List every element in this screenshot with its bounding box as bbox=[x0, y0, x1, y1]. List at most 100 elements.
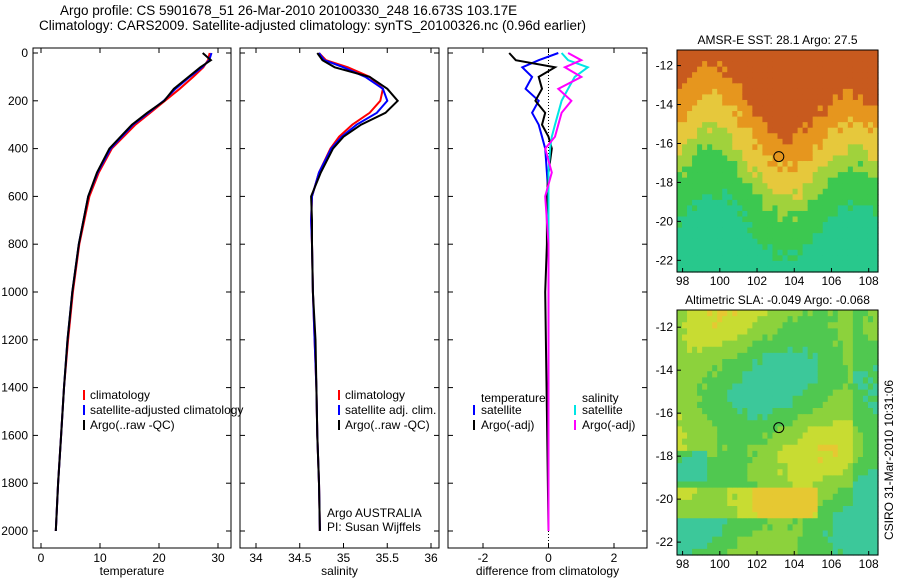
heatmap-cell bbox=[827, 238, 834, 245]
heatmap-cell bbox=[692, 133, 698, 140]
heatmap-cell bbox=[802, 457, 809, 464]
heatmap-cell bbox=[767, 99, 774, 107]
heatmap-cell bbox=[677, 530, 683, 538]
heatmap-cell bbox=[692, 438, 698, 446]
heatmap-cell bbox=[747, 244, 753, 251]
heatmap-cell bbox=[862, 414, 869, 421]
heatmap-cell bbox=[872, 227, 879, 234]
heatmap-cell bbox=[862, 205, 869, 212]
heatmap-cell bbox=[822, 155, 829, 162]
legend-label: satellite bbox=[481, 403, 522, 417]
heatmap-cell bbox=[762, 444, 769, 452]
heatmap-cell bbox=[742, 371, 748, 378]
heatmap-cell bbox=[772, 340, 779, 348]
heatmap-cell bbox=[837, 149, 844, 157]
heatmap-cell bbox=[697, 328, 703, 336]
heatmap-cell bbox=[772, 444, 779, 452]
heatmap-cell bbox=[772, 105, 779, 112]
heatmap-cell bbox=[797, 493, 804, 501]
heatmap-cell bbox=[697, 61, 703, 68]
map-frame bbox=[676, 309, 879, 556]
heatmap-cell bbox=[812, 536, 819, 544]
heatmap-cell bbox=[832, 149, 839, 157]
heatmap-cell bbox=[737, 216, 743, 223]
heatmap-cell bbox=[682, 144, 688, 151]
heatmap-cell bbox=[862, 377, 869, 385]
heatmap-cell bbox=[707, 548, 713, 556]
heatmap-cell bbox=[682, 238, 688, 245]
heatmap-cell bbox=[772, 469, 779, 476]
heatmap-cell bbox=[792, 340, 799, 348]
heatmap-cell bbox=[742, 432, 748, 440]
heatmap-cell bbox=[702, 524, 708, 532]
heatmap-cell bbox=[717, 99, 723, 107]
heatmap-cell bbox=[807, 426, 814, 434]
heatmap-cell bbox=[682, 450, 688, 458]
heatmap-cell bbox=[872, 450, 879, 458]
heatmap-cell bbox=[712, 518, 718, 525]
heatmap-cell bbox=[827, 408, 834, 415]
heatmap-cell bbox=[732, 50, 738, 57]
heatmap-cell bbox=[677, 122, 683, 129]
heatmap-cell bbox=[822, 469, 829, 476]
heatmap-cell bbox=[817, 199, 824, 206]
heatmap-cell bbox=[752, 133, 758, 140]
heatmap-cell bbox=[727, 55, 733, 62]
heatmap-cell bbox=[832, 210, 839, 218]
heatmap-cell bbox=[687, 194, 693, 201]
heatmap-cell bbox=[697, 111, 703, 118]
x-tick-label: 98 bbox=[676, 557, 690, 571]
heatmap-cell bbox=[782, 66, 789, 73]
heatmap-cell bbox=[792, 266, 799, 273]
heatmap-cell bbox=[742, 233, 748, 240]
heatmap-cell bbox=[787, 149, 794, 157]
heatmap-cell bbox=[742, 524, 748, 532]
heatmap-cell bbox=[837, 177, 844, 184]
heatmap-cell bbox=[682, 389, 688, 397]
heatmap-cell bbox=[852, 166, 859, 173]
heatmap-cell bbox=[782, 177, 789, 184]
heatmap-cell bbox=[792, 328, 799, 336]
heatmap-cell bbox=[842, 548, 849, 556]
heatmap-cell bbox=[807, 371, 814, 378]
heatmap-cell bbox=[782, 389, 789, 397]
heatmap-cell bbox=[692, 444, 698, 452]
heatmap-cell bbox=[727, 94, 733, 101]
heatmap-cell bbox=[827, 260, 834, 268]
heatmap-cell bbox=[747, 487, 753, 495]
heatmap-cell bbox=[792, 94, 799, 101]
heatmap-cell bbox=[777, 238, 784, 245]
heatmap-cell bbox=[787, 188, 794, 195]
heatmap-cell bbox=[817, 88, 824, 95]
heatmap-cell bbox=[782, 444, 789, 452]
heatmap-cell bbox=[797, 518, 804, 525]
heatmap-cell bbox=[722, 506, 728, 513]
heatmap-cell bbox=[727, 377, 733, 385]
heatmap-cell bbox=[692, 138, 698, 145]
heatmap-cell bbox=[752, 188, 758, 195]
heatmap-cell bbox=[867, 359, 874, 366]
heatmap-cell bbox=[692, 493, 698, 501]
heatmap-cell bbox=[827, 506, 834, 513]
heatmap-cell bbox=[737, 238, 743, 245]
heatmap-cell bbox=[692, 222, 698, 229]
heatmap-cell bbox=[787, 227, 794, 234]
heatmap-cell bbox=[717, 414, 723, 421]
heatmap-cell bbox=[842, 401, 849, 409]
heatmap-cell bbox=[782, 316, 789, 323]
heatmap-cell bbox=[742, 122, 748, 129]
heatmap-cell bbox=[712, 144, 718, 151]
heatmap-cell bbox=[787, 210, 794, 218]
heatmap-cell bbox=[797, 469, 804, 476]
heatmap-cell bbox=[727, 233, 733, 240]
heatmap-cell bbox=[692, 144, 698, 151]
heatmap-cell bbox=[677, 322, 683, 329]
heatmap-cell bbox=[727, 122, 733, 129]
heatmap-cell bbox=[867, 414, 874, 421]
heatmap-cell bbox=[797, 346, 804, 354]
heatmap-cell bbox=[717, 205, 723, 212]
heatmap-cell bbox=[832, 401, 839, 409]
heatmap-cell bbox=[697, 334, 703, 342]
heatmap-cell bbox=[867, 420, 874, 427]
heatmap-cell bbox=[862, 438, 869, 446]
